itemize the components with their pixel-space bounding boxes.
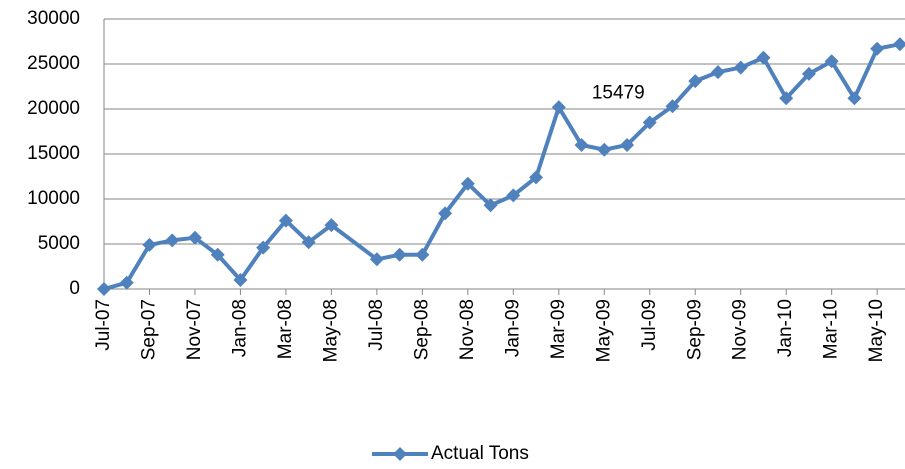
x-tick-label: May-10: [866, 299, 887, 362]
point-marker: [892, 37, 905, 52]
point-marker: [506, 188, 521, 203]
legend-label: Actual Tons: [431, 443, 529, 464]
point-marker: [824, 54, 839, 69]
point-marker: [142, 237, 157, 252]
x-tick-label: Nov-09: [730, 299, 751, 360]
y-tick-label: 0: [69, 278, 80, 299]
y-tick-label: 15000: [27, 143, 80, 164]
x-tick-label: Mar-09: [548, 299, 569, 359]
point-marker: [642, 115, 657, 130]
point-marker: [756, 50, 771, 65]
x-tick-label: May-08: [320, 299, 341, 362]
point-marker: [847, 91, 862, 106]
point-marker: [551, 100, 566, 115]
y-tick-label: 30000: [27, 8, 80, 29]
point-marker: [688, 74, 703, 89]
x-tick-label: Jul-07: [93, 299, 114, 351]
point-marker: [710, 65, 725, 80]
point-marker: [301, 235, 316, 250]
x-tick-label: Sep-07: [138, 299, 159, 360]
x-tick-label: Mar-08: [275, 299, 296, 359]
point-marker: [278, 213, 293, 228]
point-marker: [665, 99, 680, 114]
point-marker: [779, 91, 794, 106]
point-marker: [415, 247, 430, 262]
x-tick-label: Sep-08: [411, 299, 432, 360]
point-marker: [210, 247, 225, 262]
series-line: [103, 42, 901, 291]
point-marker: [187, 230, 202, 245]
x-tick-label: Mar-10: [821, 299, 842, 359]
point-marker: [801, 66, 816, 81]
x-tick-label: Jul-08: [366, 299, 387, 351]
y-tick-label: 10000: [27, 188, 80, 209]
x-tick-label: Jan-08: [229, 299, 250, 357]
point-marker: [460, 176, 475, 191]
point-marker: [529, 170, 544, 185]
point-marker: [233, 273, 248, 287]
data-label: 15479: [592, 83, 645, 104]
point-marker: [483, 198, 498, 213]
y-tick-label: 5000: [38, 233, 80, 254]
point-marker: [392, 247, 407, 262]
x-tick-label: Jul-09: [639, 299, 660, 351]
point-marker: [97, 282, 111, 296]
point-marker: [733, 60, 748, 75]
x-tick-label: Sep-09: [684, 299, 705, 360]
x-tick-label: Nov-07: [184, 299, 205, 360]
x-tick-label: Nov-08: [457, 299, 478, 360]
point-marker: [119, 275, 134, 290]
point-marker: [324, 218, 339, 233]
point-marker: [256, 240, 271, 255]
point-marker: [165, 233, 180, 248]
y-tick-label: 25000: [27, 53, 80, 74]
point-marker: [870, 41, 885, 56]
x-tick-label: May-09: [593, 299, 614, 362]
x-tick-label: Jan-10: [775, 299, 796, 357]
x-tick-label: Jan-09: [502, 299, 523, 357]
point-marker: [438, 206, 453, 221]
legend-marker: [393, 447, 407, 461]
point-marker: [620, 138, 635, 152]
point-marker: [574, 138, 589, 152]
point-marker: [369, 252, 384, 267]
point-marker: [597, 142, 612, 157]
y-tick-label: 20000: [27, 98, 80, 119]
